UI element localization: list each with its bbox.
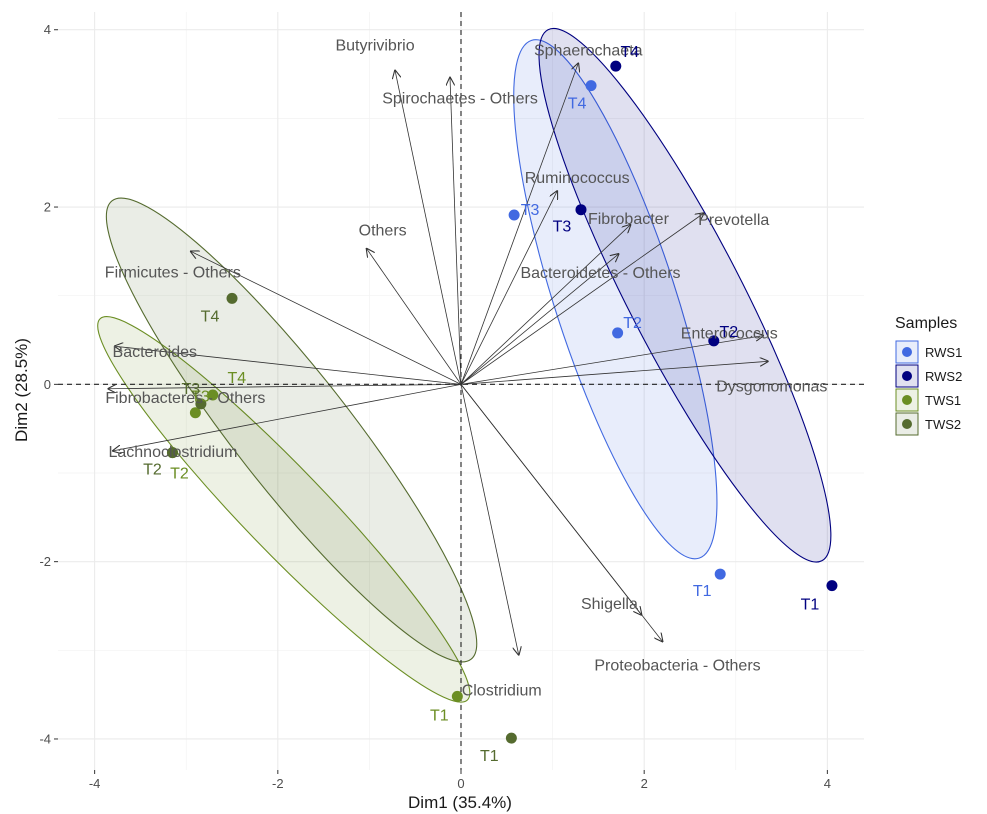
legend: Samples RWS1 RWS2 TWS1 TWS2 [895,315,962,436]
reference-lines [58,12,864,770]
legend-label: RWS2 [925,369,962,384]
point-label: T4 [620,44,639,61]
arrow-proteobacteria-others [460,384,663,641]
arrow-clostridium [460,384,519,654]
x-tick-label: 4 [824,776,831,791]
point-label: T4 [201,308,220,325]
arrow-prevotella [460,213,704,385]
arrow-fibrobacteres-others [108,383,462,388]
y-tick-label: -2 [39,554,51,569]
y-tick-label: 4 [44,22,51,37]
point-tws2-t3 [195,398,207,410]
point-label: T4 [568,96,587,113]
point-label: T4 [227,370,246,387]
variable-label: Butyrivibrio [335,38,414,55]
variable-label: Enterococcus [681,326,778,343]
variable-label: Proteobacteria - Others [594,657,760,674]
point-tws2-t2 [166,447,178,459]
point-labels: T1 T2 T3 T4 T1 T2 T3 T4 T1 T2 T3 T4 T1 T2 T3 T4 [143,44,819,765]
point-label: T2 [143,462,162,479]
variable-label: Bacteroides [113,344,198,361]
sample-points [166,60,838,744]
arrow-bacteroidetes-others [460,254,619,385]
x-tick-label: -4 [89,776,101,791]
x-tick-label: 2 [641,776,648,791]
legend-point-rws1 [902,347,912,357]
variable-label: Firmicutes - Others [105,264,241,281]
point-rws1-t1 [714,568,726,580]
arrow-fibrobacter [460,225,630,385]
legend-point-tws1 [902,395,912,405]
point-rws2-t3 [575,204,587,216]
y-axis-title: Dim2 (28.5%) [12,338,31,442]
ellipse-tws2 [105,197,478,663]
variable-arrows [108,63,767,654]
point-label: T2 [623,315,642,332]
point-label: T1 [480,748,499,765]
x-tick-label: -2 [272,776,284,791]
y-tick-label: -4 [39,731,51,746]
point-label: T2 [719,324,738,341]
x-axis-title: Dim1 (35.4%) [408,793,512,812]
variable-label: Others [359,223,407,240]
arrow-lachnoclostridium [113,383,462,450]
arrow-firmicutes-others [191,251,462,385]
variable-label: Ruminococcus [525,170,630,187]
point-tws1-t1 [451,690,463,702]
arrow-spirochaetes-others [450,78,462,385]
point-rws1-t2 [612,327,624,339]
point-label: T1 [693,583,712,600]
y-tick-label: 2 [44,200,51,215]
point-rws2-t2 [708,335,720,347]
arrow-bacteroides [115,346,462,385]
legend-label: RWS1 [925,345,962,360]
variable-label: Sphaerochaeta [534,42,643,59]
arrow-others [367,249,462,385]
point-tws1-t3 [189,407,201,419]
point-rws1-t4 [585,80,597,92]
variable-label: Fibrobacteres - Others [105,390,265,407]
point-label: T3 [191,389,210,406]
variable-label: Lachnoclostridium [108,444,237,461]
arrow-sphaerochaeta [460,63,578,385]
x-tick-label: 0 [457,776,464,791]
ellipse-rws1 [513,39,718,560]
point-tws2-t1 [505,732,517,744]
point-label: T3 [521,202,540,219]
variable-label: Clostridium [462,683,542,700]
point-label: T3 [553,219,572,236]
variable-label: Fibrobacter [588,211,670,228]
ellipse-rws2 [538,27,832,563]
point-label: T1 [801,597,820,614]
point-tws1-t4 [207,389,219,401]
point-rws2-t4 [610,60,622,72]
legend-point-tws2 [902,419,912,429]
variable-label: Shigella [581,596,638,613]
variable-label: Spirochaetes - Others [382,91,538,108]
point-label: T2 [170,466,189,483]
arrow-ruminococcus [460,191,557,385]
point-tws2-t4 [226,292,238,304]
point-label: T3 [182,381,201,398]
variable-labels: Butyrivibrio Spirochaetes - Others Sphaero… [105,38,828,700]
axes: -4 -2 0 2 4 -4 -2 0 2 4 [39,22,831,791]
point-rws1-t3 [508,209,520,221]
variable-label: Dysgonomonas [716,378,827,395]
legend-point-rws2 [902,371,912,381]
arrow-butyrivibrio [395,71,462,385]
point-label: T1 [430,707,449,724]
variable-label: Prevotella [698,212,769,229]
variable-label: Bacteroidetes - Others [520,265,680,282]
legend-label: TWS1 [925,393,961,408]
legend-label: TWS2 [925,417,961,432]
point-rws2-t1 [826,580,838,592]
legend-title: Samples [895,315,957,332]
y-tick-label: 0 [44,377,51,392]
arrow-dysgonomonas [460,361,768,385]
